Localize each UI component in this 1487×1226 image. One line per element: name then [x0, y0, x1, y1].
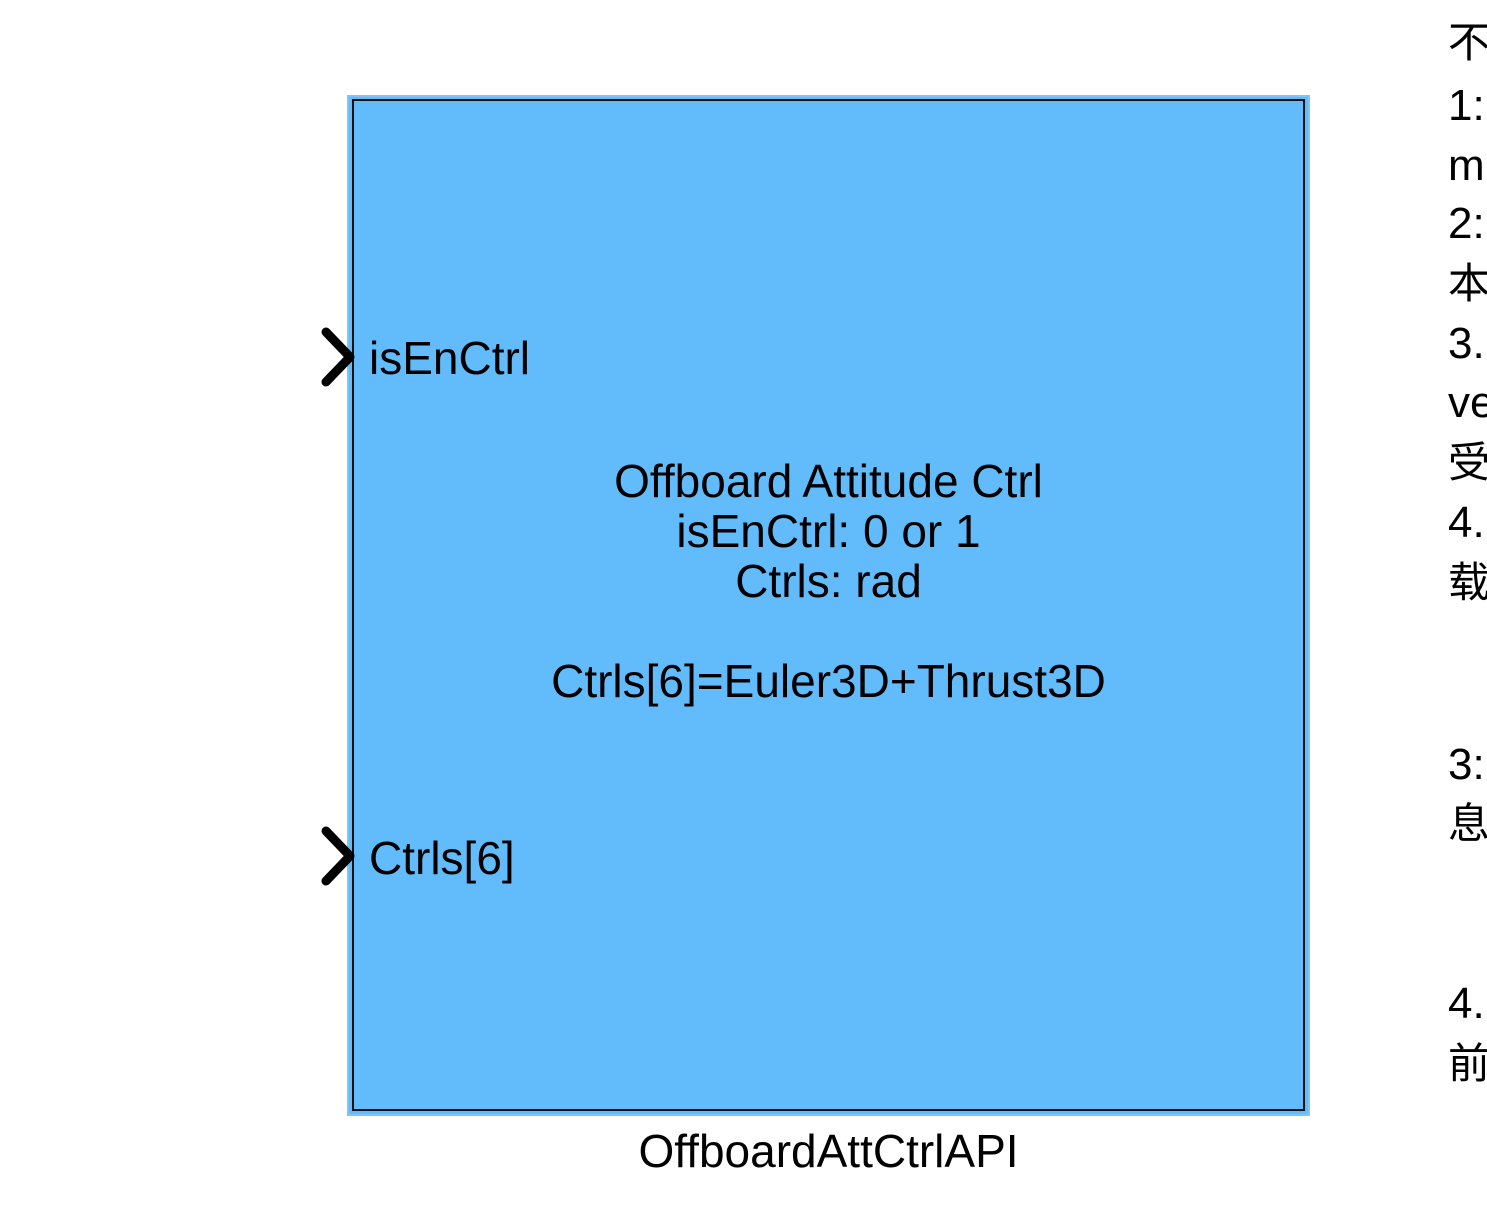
annotation-line: 2: — [1448, 199, 1485, 248]
mask-line-title: Offboard Attitude Ctrl — [614, 455, 1043, 507]
annotation-line: 4. — [1448, 498, 1485, 547]
block-mask-text: Offboard Attitude Ctrl isEnCtrl: 0 or 1 … — [352, 456, 1305, 706]
block-name-label[interactable]: OffboardAttCtrlAPI — [638, 1125, 1019, 1177]
annotation-line: 前 — [1448, 1040, 1487, 1087]
annotation-line: 载 — [1448, 559, 1487, 606]
mask-line-isenctrl: isEnCtrl: 0 or 1 — [676, 505, 981, 557]
input-port-1-chevron-right-icon[interactable] — [318, 326, 358, 388]
annotation-line: ve — [1448, 378, 1487, 427]
input-port-2-label: Ctrls[6] — [369, 832, 515, 884]
annotation-line: 受 — [1448, 439, 1487, 486]
annotation-line: 息 — [1448, 800, 1487, 847]
input-port-2-chevron-right-icon[interactable] — [318, 825, 358, 887]
annotation-line: 3: — [1448, 740, 1485, 789]
subsystem-block[interactable] — [352, 99, 1305, 1111]
annotation-line: 不 — [1448, 19, 1487, 66]
annotation-text-clipped[interactable]: 不 1: m 2: 本 3. ve 受 4. 载 3: 息 4. 前 — [1448, 0, 1487, 1226]
mask-line-ctrls-unit: Ctrls: rad — [735, 555, 922, 607]
input-port-1-label: isEnCtrl — [369, 332, 531, 384]
annotation-line: m — [1448, 141, 1485, 190]
block-selection-highlight[interactable] — [347, 95, 1310, 1116]
annotation-line: 4. — [1448, 979, 1485, 1028]
annotation-line: 1: — [1448, 81, 1485, 130]
mask-line-ctrls-def: Ctrls[6]=Euler3D+Thrust3D — [551, 655, 1106, 707]
annotation-line: 本 — [1448, 260, 1487, 307]
mask-line-spacer — [352, 606, 1305, 656]
annotation-line: 3. — [1448, 319, 1485, 368]
